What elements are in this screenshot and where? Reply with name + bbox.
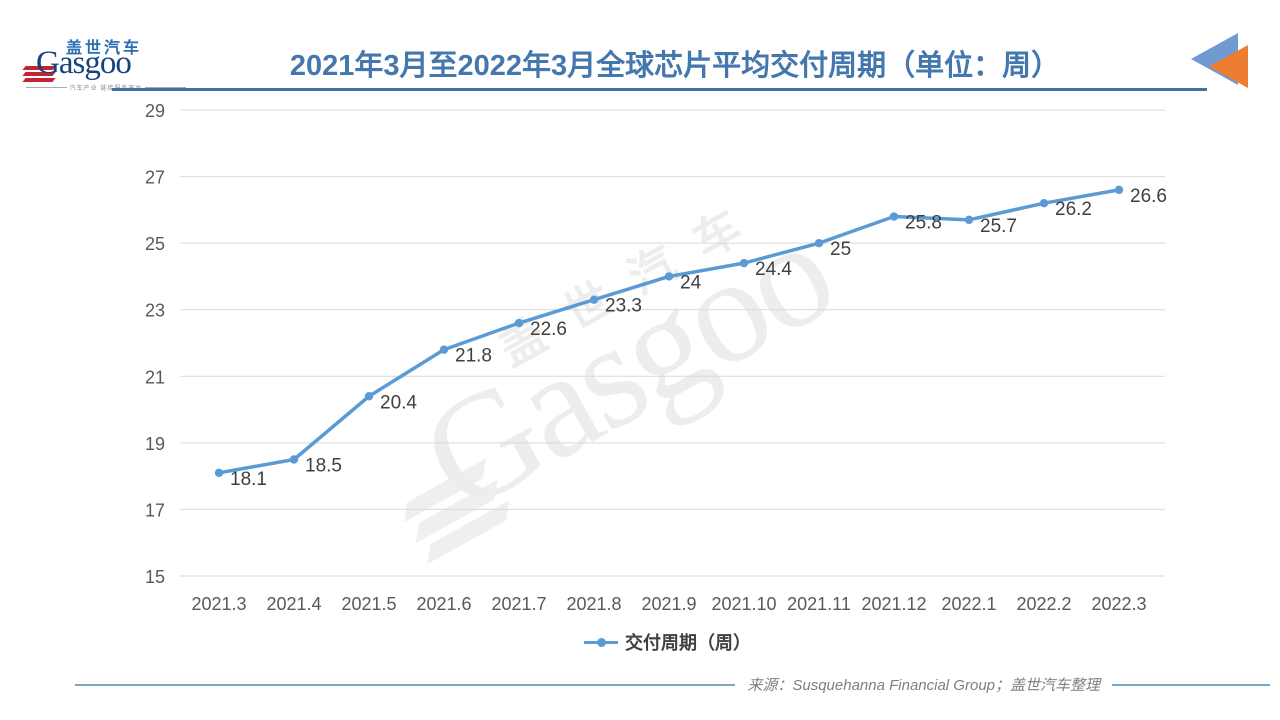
data-label-2021.12: 25.8 (905, 213, 942, 234)
data-label-2021.10: 24.4 (755, 259, 792, 280)
y-tick-label-15: 15 (145, 567, 165, 587)
logo-tagline: 汽车产业 链接服务平台 (26, 83, 187, 92)
y-tick-label-29: 29 (145, 101, 165, 121)
x-tick-label-2022.3: 2022.3 (1091, 594, 1146, 614)
x-tick-label-2022.1: 2022.1 (941, 594, 996, 614)
data-label-2021.9: 24 (680, 272, 702, 293)
x-tick-label-2021.10: 2021.10 (711, 594, 776, 614)
source-divider-left (75, 683, 736, 686)
y-tick-label-27: 27 (145, 168, 165, 188)
chart-legend: 交付周期（周） (0, 629, 1280, 655)
x-tick-label-2021.11: 2021.11 (787, 594, 851, 614)
data-point-2021.6 (439, 345, 449, 354)
data-label-2021.4: 18.5 (305, 456, 342, 477)
data-label-2022.2: 26.2 (1055, 199, 1092, 220)
legend-label: 交付周期（周） (625, 633, 751, 653)
data-label-2021.7: 22.6 (530, 319, 567, 340)
data-label-2022.1: 25.7 (980, 216, 1017, 237)
x-tick-label-2021.12: 2021.12 (861, 594, 926, 614)
x-tick-label-2021.6: 2021.6 (416, 594, 471, 614)
gasgoo-logo: 盖世汽车 Gasgoo 汽车产业 链接服务平台 (22, 34, 187, 92)
legend-line-marker-icon (584, 637, 618, 647)
data-label-2021.3: 18.1 (230, 469, 267, 490)
y-tick-label-17: 17 (145, 500, 165, 520)
x-tick-label-2022.2: 2022.2 (1016, 594, 1071, 614)
data-label-2021.6: 21.8 (455, 346, 492, 367)
logo-wordmark: Gasgoo (36, 45, 132, 81)
data-point-2021.9 (664, 272, 674, 281)
logo-tagline-text: 汽车产业 链接服务平台 (69, 86, 143, 92)
source-footer: 来源：Susquehanna Financial Group；盖世汽车整理 (75, 674, 1270, 695)
data-label-2022.3: 26.6 (1130, 186, 1167, 207)
chart-title: 2021年3月至2022年3月全球芯片平均交付周期（单位：周） (289, 50, 1061, 82)
x-tick-label-2021.7: 2021.7 (491, 594, 546, 614)
y-tick-label-19: 19 (145, 434, 165, 454)
data-point-2022.3 (1114, 185, 1124, 195)
y-tick-label-21: 21 (145, 367, 165, 387)
x-tick-label-2021.8: 2021.8 (566, 594, 621, 614)
data-point-2021.3 (214, 468, 224, 478)
logo-cjk-text: 盖世汽车 (66, 40, 143, 57)
title-underline (112, 88, 1207, 91)
data-point-2021.11 (814, 238, 824, 248)
data-point-2021.4 (289, 455, 299, 464)
data-label-2021.5: 20.4 (380, 392, 417, 413)
data-point-2022.1 (964, 215, 974, 225)
data-point-2021.8 (589, 295, 599, 304)
legend-dot-icon (597, 637, 606, 647)
x-tick-label-2021.5: 2021.5 (341, 594, 396, 614)
x-tick-label-2021.9: 2021.9 (641, 594, 696, 614)
data-point-2022.2 (1039, 199, 1049, 208)
data-point-2021.7 (514, 318, 524, 328)
y-tick-label-23: 23 (145, 301, 165, 321)
source-text: 来源：Susquehanna Financial Group；盖世汽车整理 (747, 677, 1100, 694)
legend-item-delivery-cycle: 交付周期（周） (584, 629, 751, 655)
x-tick-label-2021.3: 2021.3 (191, 594, 246, 614)
data-label-2021.8: 23.3 (605, 296, 642, 317)
y-tick-label-25: 25 (145, 234, 165, 254)
data-label-2021.11: 25 (830, 239, 851, 260)
data-point-2021.10 (739, 258, 749, 268)
data-point-2021.5 (364, 392, 374, 401)
data-point-2021.12 (889, 212, 899, 221)
source-divider-right (1112, 683, 1270, 686)
x-tick-label-2021.4: 2021.4 (266, 594, 321, 614)
